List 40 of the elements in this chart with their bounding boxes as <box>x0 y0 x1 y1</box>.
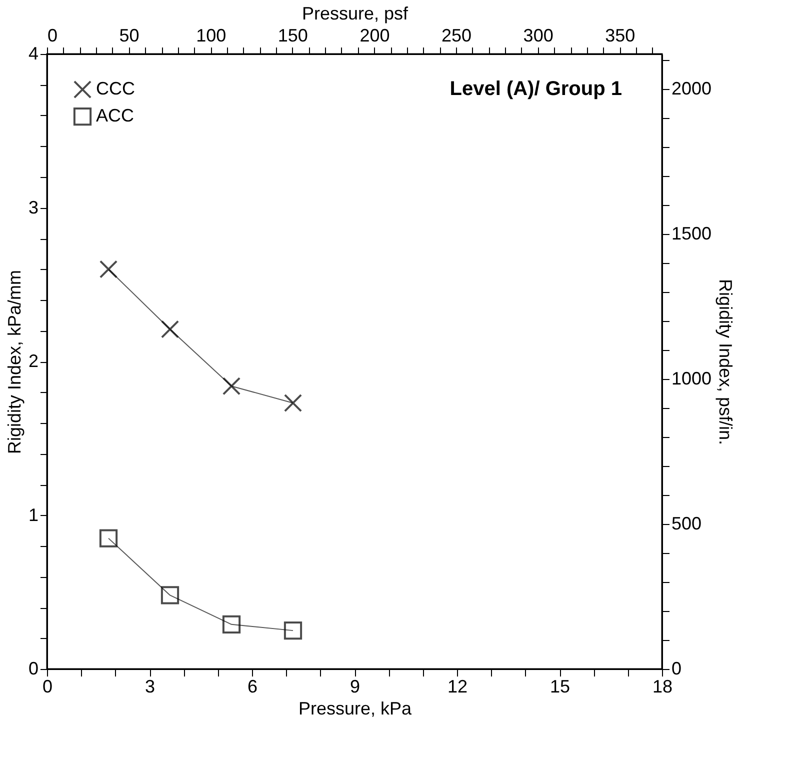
point <box>99 260 118 278</box>
y-tick-label: 3 <box>28 197 38 218</box>
x-tick-label: 6 <box>247 676 258 696</box>
legend-label: CCC <box>96 78 135 98</box>
text: Level (A)/ Group 1 <box>450 78 622 100</box>
x2-tick-label: 50 <box>119 26 140 46</box>
x-tick-label: 3 <box>144 676 156 696</box>
x2-axis-title: Pressure, psf <box>302 4 410 24</box>
point <box>284 394 302 412</box>
y2-tick-label: 0 <box>672 658 682 678</box>
point <box>222 615 241 634</box>
x2-tick-label: 100 <box>196 26 226 46</box>
point <box>99 529 118 548</box>
x2-tick-label: 150 <box>278 26 308 46</box>
y-tick-label: 2 <box>28 351 38 371</box>
x-tick-label: 9 <box>350 676 360 696</box>
x2-tick-label: 350 <box>605 26 636 46</box>
legend-label: ACC <box>96 106 134 126</box>
x-tick-label: 15 <box>550 676 570 696</box>
point <box>284 622 302 640</box>
x2-tick-label: 200 <box>360 26 390 46</box>
y2-axis-title: Rigidity Index, psf/in. <box>716 278 736 446</box>
x-axis-title: Pressure, kPa <box>298 698 413 718</box>
x-tick-label: 18 <box>652 676 673 696</box>
y2-tick-label: 1000 <box>672 368 712 389</box>
x2-tick-label: 250 <box>441 26 472 46</box>
y2-tick-label: 2000 <box>672 78 712 99</box>
y-tick-label: 1 <box>28 504 38 525</box>
x2-tick-label: 0 <box>48 26 58 46</box>
y-tick-label: 0 <box>28 658 38 678</box>
y2-tick-label: 500 <box>672 514 702 534</box>
point <box>160 586 180 604</box>
y2-tick-label: 1500 <box>672 224 712 244</box>
x-tick-label: 0 <box>42 676 53 696</box>
point <box>160 320 180 338</box>
point <box>222 377 241 396</box>
y-tick-label: 4 <box>28 44 38 64</box>
y-axis-title: Rigidity Index, kPa/mm <box>4 270 24 454</box>
x2-tick-label: 300 <box>523 26 554 46</box>
x-tick-label: 12 <box>447 676 468 696</box>
